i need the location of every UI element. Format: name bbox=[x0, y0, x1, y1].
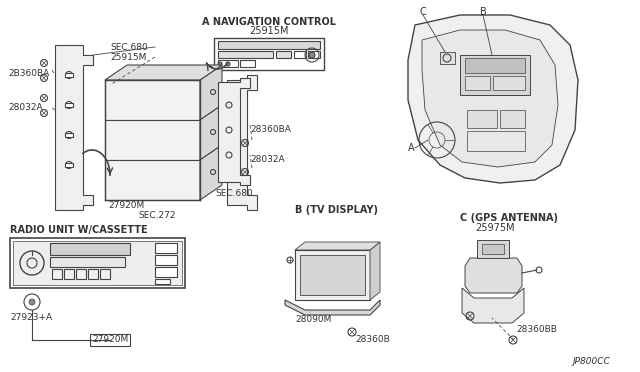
Polygon shape bbox=[200, 105, 222, 160]
Polygon shape bbox=[422, 30, 558, 167]
Text: 28360BA: 28360BA bbox=[250, 125, 291, 135]
Text: A NAVIGATION CONTROL: A NAVIGATION CONTROL bbox=[202, 17, 336, 27]
Text: B: B bbox=[480, 7, 487, 17]
Polygon shape bbox=[462, 288, 524, 323]
Bar bbox=[65, 133, 73, 137]
Bar bbox=[308, 51, 320, 58]
Text: 28090M: 28090M bbox=[295, 315, 332, 324]
Bar bbox=[214, 38, 324, 70]
Bar bbox=[493, 76, 525, 90]
Text: 28360B: 28360B bbox=[355, 336, 390, 344]
Bar bbox=[76, 269, 86, 279]
Text: C: C bbox=[420, 7, 427, 17]
Text: C (GPS ANTENNA): C (GPS ANTENNA) bbox=[460, 213, 558, 223]
Polygon shape bbox=[285, 300, 380, 315]
Text: SEC.680: SEC.680 bbox=[110, 42, 148, 51]
Bar bbox=[13, 241, 182, 285]
Bar bbox=[65, 73, 73, 77]
Text: SEC.680: SEC.680 bbox=[215, 189, 253, 198]
Polygon shape bbox=[105, 160, 200, 200]
Bar bbox=[90, 334, 130, 346]
Bar bbox=[500, 110, 525, 128]
Circle shape bbox=[218, 62, 222, 66]
Bar bbox=[218, 60, 238, 67]
Polygon shape bbox=[105, 65, 222, 80]
Text: B (TV DISPLAY): B (TV DISPLAY) bbox=[295, 205, 378, 215]
Polygon shape bbox=[408, 15, 578, 183]
Bar bbox=[460, 55, 530, 95]
Bar bbox=[477, 240, 509, 258]
Polygon shape bbox=[55, 45, 93, 210]
Text: 25975M: 25975M bbox=[475, 223, 515, 233]
Polygon shape bbox=[227, 75, 257, 210]
Bar bbox=[52, 269, 62, 279]
Text: 25915M: 25915M bbox=[249, 26, 289, 36]
Bar bbox=[50, 243, 130, 255]
Bar bbox=[276, 51, 291, 58]
Bar bbox=[50, 257, 125, 267]
Polygon shape bbox=[105, 80, 200, 120]
Circle shape bbox=[309, 52, 315, 58]
Bar bbox=[65, 163, 73, 167]
Text: 27920M: 27920M bbox=[108, 201, 144, 209]
Polygon shape bbox=[218, 78, 250, 185]
Text: 27920M: 27920M bbox=[92, 336, 128, 344]
Text: 2B360BA: 2B360BA bbox=[8, 68, 49, 77]
Bar bbox=[10, 238, 185, 288]
Polygon shape bbox=[295, 250, 370, 300]
Polygon shape bbox=[370, 242, 380, 300]
Bar bbox=[64, 269, 74, 279]
Bar bbox=[294, 51, 306, 58]
Bar bbox=[440, 52, 455, 64]
Bar bbox=[155, 279, 170, 284]
Bar bbox=[467, 131, 525, 151]
Circle shape bbox=[29, 299, 35, 305]
Text: SEC.272: SEC.272 bbox=[138, 211, 175, 219]
Bar bbox=[88, 269, 98, 279]
Polygon shape bbox=[465, 258, 522, 293]
Text: RADIO UNIT W/CASSETTE: RADIO UNIT W/CASSETTE bbox=[10, 225, 148, 235]
Text: A: A bbox=[408, 143, 415, 153]
Bar bbox=[467, 110, 497, 128]
Bar bbox=[218, 51, 273, 58]
Bar bbox=[300, 255, 365, 295]
Polygon shape bbox=[295, 242, 380, 250]
Text: 25915M: 25915M bbox=[110, 52, 147, 61]
Circle shape bbox=[226, 62, 230, 66]
Polygon shape bbox=[105, 120, 200, 160]
Bar bbox=[240, 60, 255, 67]
Bar bbox=[100, 269, 110, 279]
Bar bbox=[482, 244, 504, 254]
Text: 28032A: 28032A bbox=[250, 155, 285, 164]
Bar bbox=[65, 103, 73, 107]
Bar bbox=[465, 58, 525, 73]
Polygon shape bbox=[200, 145, 222, 200]
Text: 27923+A: 27923+A bbox=[10, 314, 52, 323]
Text: 28360BB: 28360BB bbox=[516, 326, 557, 334]
Bar bbox=[465, 76, 490, 90]
Text: 28032A: 28032A bbox=[8, 103, 43, 112]
Bar bbox=[218, 41, 320, 49]
Text: JP800CC: JP800CC bbox=[572, 357, 610, 366]
Bar bbox=[155, 243, 177, 253]
Bar bbox=[155, 267, 177, 277]
Bar bbox=[155, 255, 177, 265]
Polygon shape bbox=[200, 65, 222, 120]
